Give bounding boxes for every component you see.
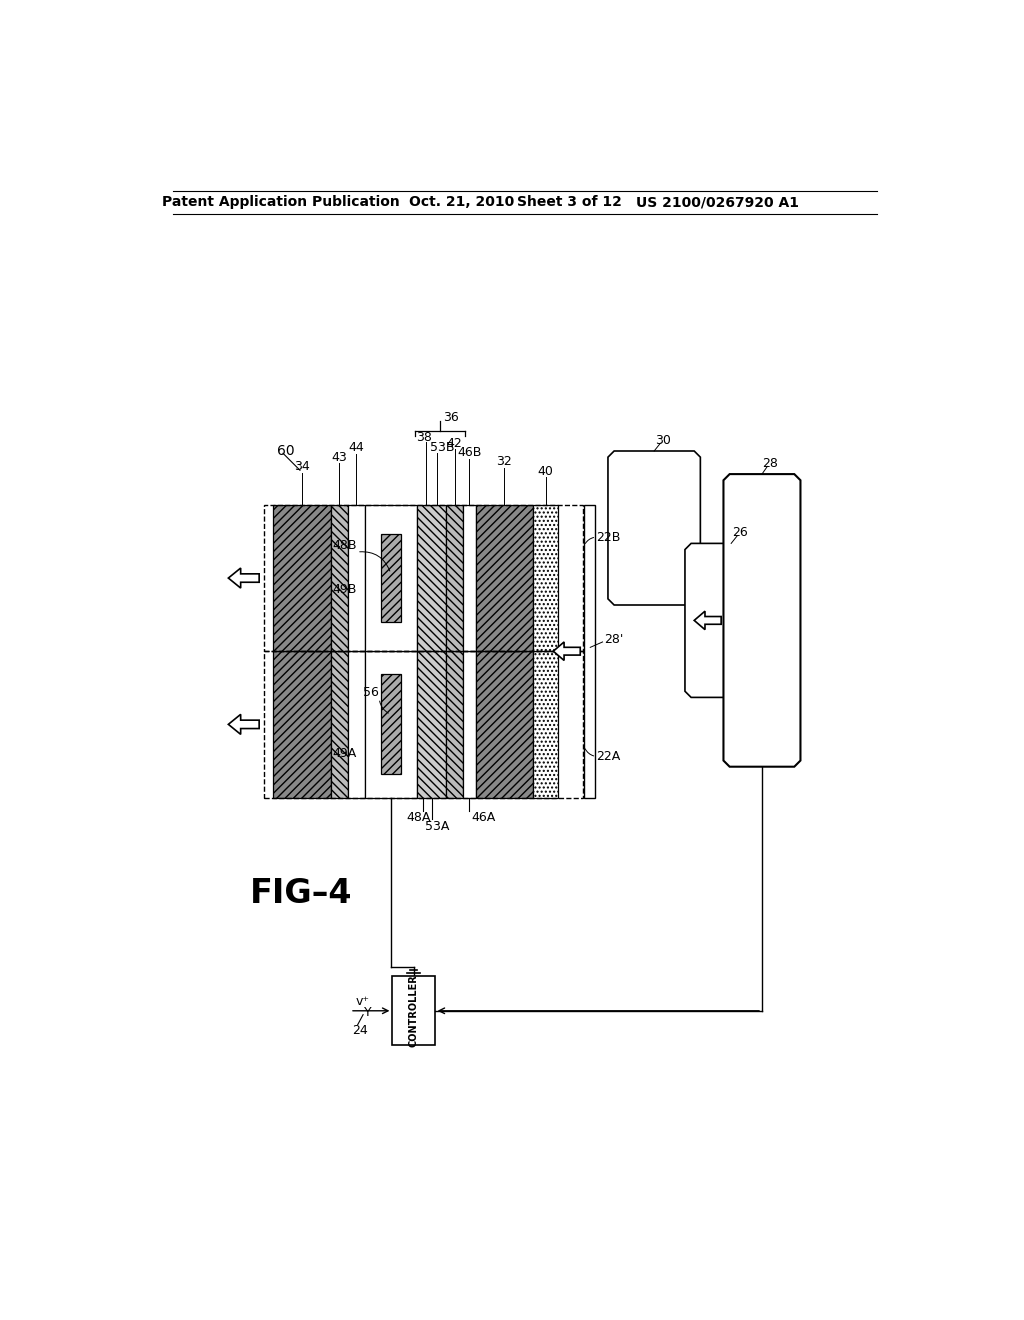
Bar	[273, 506, 331, 651]
Text: CONTROLLER: CONTROLLER	[409, 974, 419, 1047]
Text: 48A: 48A	[406, 810, 430, 824]
Text: 28: 28	[762, 457, 777, 470]
Text: 36: 36	[443, 412, 459, 425]
Text: 53B: 53B	[430, 441, 455, 454]
Polygon shape	[228, 568, 259, 589]
Text: 56: 56	[364, 685, 379, 698]
Text: Oct. 21, 2010: Oct. 21, 2010	[409, 195, 514, 210]
Text: 49A: 49A	[333, 747, 357, 760]
Bar	[273, 651, 331, 797]
Text: Sheet 3 of 12: Sheet 3 of 12	[517, 195, 622, 210]
Bar	[381, 675, 400, 775]
Text: 28': 28'	[604, 634, 624, 647]
Text: 46A: 46A	[471, 810, 496, 824]
Bar	[392, 977, 435, 1045]
Bar	[331, 651, 348, 797]
Text: Y: Y	[364, 1006, 372, 1019]
Text: 24: 24	[352, 1023, 368, 1036]
Text: 46B: 46B	[457, 446, 481, 459]
Text: 38: 38	[417, 430, 432, 444]
Bar	[463, 651, 475, 797]
Polygon shape	[553, 642, 581, 660]
Text: 43: 43	[332, 450, 347, 463]
Text: 26: 26	[732, 527, 749, 539]
Text: US 2100/0267920 A1: US 2100/0267920 A1	[636, 195, 799, 210]
Text: 40: 40	[538, 465, 554, 478]
Bar	[446, 651, 463, 797]
Bar	[381, 533, 400, 622]
Bar	[584, 506, 595, 797]
Text: 30: 30	[655, 434, 672, 446]
Polygon shape	[228, 714, 259, 734]
Bar	[446, 506, 463, 651]
Text: 34: 34	[294, 459, 309, 473]
Bar	[365, 506, 417, 651]
Bar	[475, 651, 534, 797]
Bar	[365, 651, 417, 797]
Bar	[417, 651, 446, 797]
Text: v⁺: v⁺	[356, 995, 370, 1008]
Text: 22A: 22A	[596, 750, 621, 763]
Bar	[348, 506, 365, 651]
Polygon shape	[724, 474, 801, 767]
Text: 22B: 22B	[596, 531, 621, 544]
Bar	[475, 506, 534, 651]
Polygon shape	[694, 611, 721, 630]
Text: FIG–4: FIG–4	[250, 878, 352, 911]
Polygon shape	[685, 544, 777, 697]
Text: 42: 42	[446, 437, 463, 450]
Text: 44: 44	[348, 441, 365, 454]
Bar	[331, 506, 348, 651]
Text: Patent Application Publication: Patent Application Publication	[162, 195, 399, 210]
Polygon shape	[608, 451, 700, 605]
Bar	[463, 506, 475, 651]
Bar	[348, 651, 365, 797]
Text: 32: 32	[497, 455, 512, 469]
Text: 49B: 49B	[333, 583, 357, 597]
Text: 53A: 53A	[425, 820, 450, 833]
Bar	[264, 506, 583, 651]
Bar	[417, 506, 446, 651]
Bar	[534, 506, 558, 651]
Text: 48B: 48B	[333, 540, 357, 552]
Text: 60: 60	[276, 444, 295, 458]
Bar	[264, 651, 583, 797]
Bar	[534, 651, 558, 797]
